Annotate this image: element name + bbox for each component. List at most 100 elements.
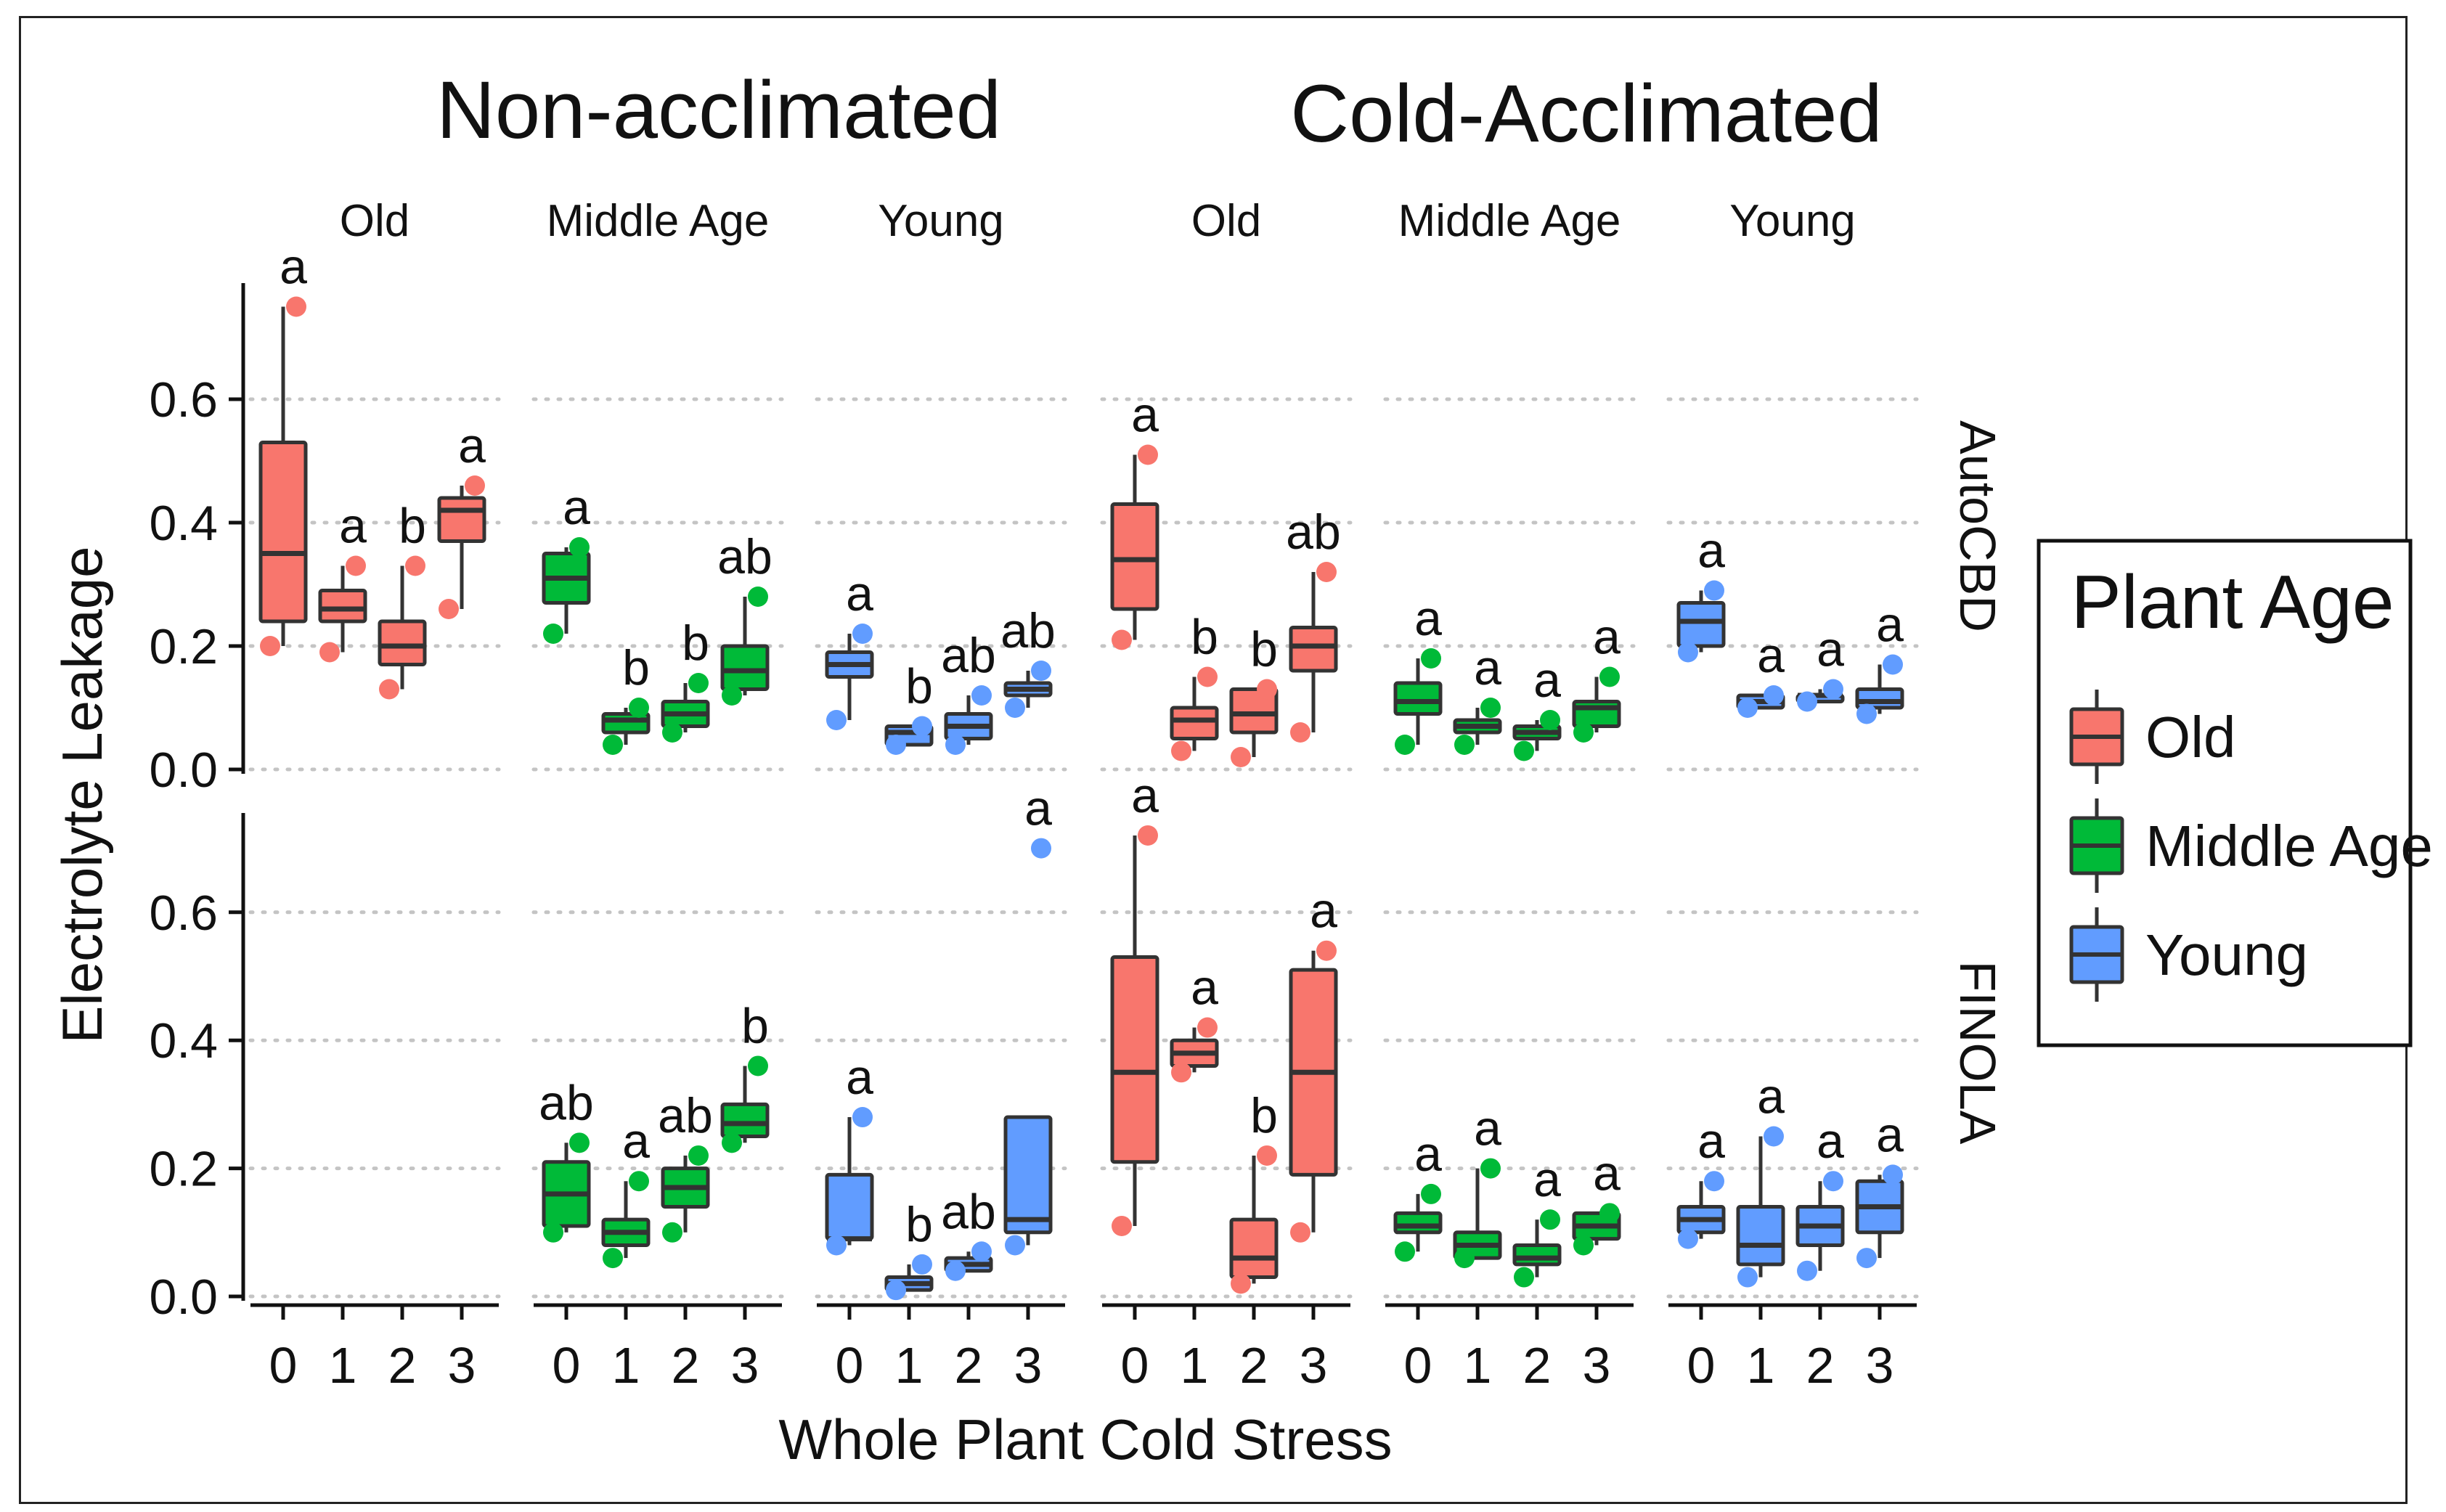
box-iqr [318, 589, 367, 624]
y-tick-label: 0.4 [149, 496, 218, 551]
box-iqr [437, 496, 486, 543]
data-point [826, 710, 847, 730]
significance-letter: b [1250, 1088, 1278, 1143]
data-point [286, 296, 306, 317]
data-point [1112, 629, 1132, 650]
box-iqr [378, 619, 427, 666]
data-point [1395, 1241, 1415, 1262]
data-point [1290, 1222, 1310, 1243]
x-tick-label: 3 [731, 1337, 759, 1394]
x-tick-label: 1 [1464, 1337, 1492, 1394]
data-point [722, 685, 742, 706]
x-tick-label: 1 [329, 1337, 357, 1394]
x-tick-label: 1 [895, 1337, 924, 1394]
gridlines [248, 397, 1919, 1299]
y-tick-label: 0.0 [149, 1270, 218, 1325]
data-point [1171, 1062, 1191, 1083]
data-point [1005, 1235, 1025, 1256]
data-point [1480, 698, 1501, 718]
data-point [1171, 740, 1191, 761]
data-point [1395, 735, 1415, 755]
x-tick-label: 2 [1806, 1337, 1835, 1394]
significance-letter: b [399, 499, 426, 554]
box-iqr [1393, 681, 1443, 716]
data-point [662, 722, 682, 743]
data-point [852, 1107, 873, 1128]
x-tick-label: 0 [1404, 1337, 1432, 1394]
data-point [1454, 735, 1475, 755]
x-tick-label: 0 [269, 1337, 298, 1394]
significance-letter: b [1191, 610, 1218, 665]
significance-letter: ab [658, 1088, 713, 1143]
data-point [1678, 1228, 1698, 1249]
data-point [405, 555, 425, 576]
data-point [1678, 642, 1698, 663]
facet-column-label: Middle Age [547, 196, 770, 246]
x-tick-label: 3 [1866, 1337, 1894, 1394]
significance-letter: a [1131, 768, 1159, 823]
y-tick-label: 0.4 [149, 1013, 218, 1068]
data-point [260, 636, 280, 656]
significance-letter: a [1191, 960, 1218, 1016]
x-tick-label: 2 [1523, 1337, 1552, 1394]
x-tick-label: 3 [448, 1337, 476, 1394]
significance-letter: a [1474, 1101, 1501, 1156]
data-point [569, 1132, 590, 1153]
y-tick-label: 0.2 [149, 619, 218, 674]
x-tick-label: 3 [1300, 1337, 1328, 1394]
box-iqr [720, 644, 770, 691]
data-point [629, 698, 649, 718]
significance-letter: a [622, 1113, 650, 1169]
data-point [439, 599, 459, 619]
x-tick-label: 0 [1121, 1337, 1149, 1394]
data-point [886, 735, 906, 755]
significance-letter: b [622, 640, 650, 695]
box-iqr [1289, 626, 1338, 673]
significance-letter: a [1757, 1069, 1785, 1124]
data-point [1823, 679, 1843, 700]
data-point [1883, 654, 1903, 675]
data-point [569, 537, 590, 557]
data-point [945, 735, 966, 755]
significance-letter: a [1533, 653, 1561, 708]
facet-row-label: FINOLA [1949, 961, 2006, 1145]
significance-letter: a [1697, 523, 1725, 579]
data-point [722, 1132, 742, 1153]
data-point [971, 1241, 992, 1262]
x-tick-label: 0 [836, 1337, 864, 1394]
data-point [1316, 940, 1337, 961]
data-point [1514, 740, 1534, 761]
box-iqr [1229, 687, 1279, 735]
box-iqr [258, 441, 308, 624]
data-point [1316, 562, 1337, 582]
data-point [912, 1254, 932, 1275]
significance-letter: a [1414, 1127, 1442, 1182]
data-point [1197, 1017, 1218, 1038]
x-tick-label: 2 [1240, 1337, 1268, 1394]
y-axis-title: Electrolyte Leakage [50, 546, 114, 1043]
facet-column-label: Young [1729, 196, 1856, 246]
facet-column-label: Old [1191, 196, 1261, 246]
data-point [971, 685, 992, 706]
y-tick-label: 0.0 [149, 743, 218, 798]
box-iqr [1512, 1243, 1562, 1267]
data-point [379, 679, 399, 700]
data-point [1257, 679, 1277, 700]
data-point [1704, 580, 1724, 601]
data-point [1737, 1267, 1758, 1288]
axes [229, 283, 1917, 1320]
data-point [1005, 698, 1025, 718]
facet-row-label: AutoCBD [1949, 420, 2006, 632]
x-tick-label: 1 [1747, 1337, 1775, 1394]
data-point [629, 1171, 649, 1192]
data-point [1480, 1158, 1501, 1179]
data-point [662, 1222, 682, 1243]
data-point [1540, 710, 1560, 730]
legend-item-label: Young [2145, 923, 2308, 987]
data-point [1797, 1260, 1817, 1281]
data-point [1704, 1171, 1724, 1192]
significance-letter: a [1876, 597, 1904, 653]
data-point [945, 1260, 966, 1281]
significance-letter: a [1593, 610, 1621, 665]
box-iqr [1110, 502, 1159, 611]
